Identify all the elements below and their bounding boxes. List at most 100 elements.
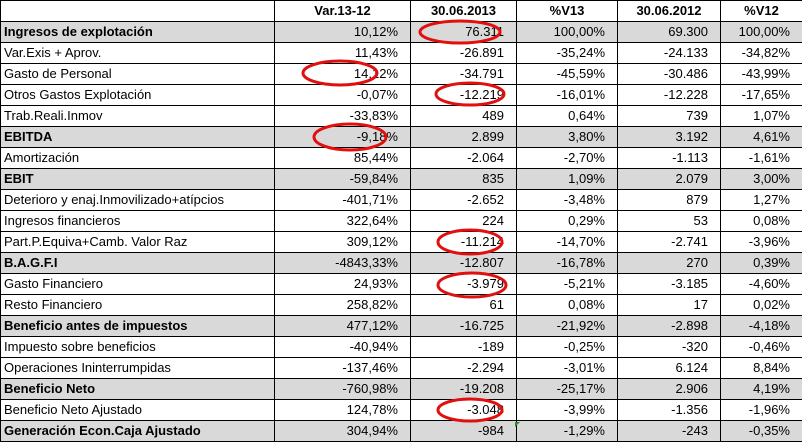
row-value: 3,80% [516, 126, 618, 148]
row-value: 270 [617, 252, 721, 274]
row-value: -401,71% [274, 189, 411, 211]
row-value: -243 [617, 420, 721, 442]
row-value: 8,84% [720, 357, 802, 379]
row-value: -3,01% [516, 357, 618, 379]
row-value: 69.300 [617, 21, 721, 43]
row-value: -2,70% [516, 147, 618, 169]
row-label: Beneficio antes de impuestos [0, 315, 275, 337]
row-label: Beneficio Neto Ajustado [0, 399, 275, 421]
row-value: 4,61% [720, 126, 802, 148]
row-value: 0,29% [516, 210, 618, 232]
row-value: 6.124 [617, 357, 721, 379]
row-value: -1,29% [516, 420, 618, 442]
row-label: EBITDA [0, 126, 275, 148]
row-value: 2.899 [410, 126, 517, 148]
row-value: -760,98% [274, 378, 411, 400]
row-value: -2.652 [410, 189, 517, 211]
row-value: 85,44% [274, 147, 411, 169]
table-row: Deterioro y enaj.Inmovilizado+atípcios -4… [0, 189, 802, 211]
row-value: -30.486 [617, 63, 721, 85]
row-value: -17,65% [720, 84, 802, 106]
table-row: Part.P.Equiva+Camb. Valor Raz 309,12% -11.… [0, 231, 802, 253]
row-label: Resto Financiero [0, 294, 275, 316]
row-label: Ingresos de explotación [0, 21, 275, 43]
row-value: -43,99% [720, 63, 802, 85]
row-value: 477,12% [274, 315, 411, 337]
row-value: -1,96% [720, 399, 802, 421]
row-value: -0,07% [274, 84, 411, 106]
row-value: 76.311 [410, 21, 517, 43]
row-value: -5,21% [516, 273, 618, 295]
row-value: -25,17% [516, 378, 618, 400]
row-value: 1,09% [516, 168, 618, 190]
row-value: -1,61% [720, 147, 802, 169]
header-30-06-2012: 30.06.2012 [617, 0, 721, 22]
table-row: EBIT -59,84% 835 1,09% 2.079 3,00% [0, 168, 802, 190]
row-value: -2.898 [617, 315, 721, 337]
row-value: 322,64% [274, 210, 411, 232]
row-label: Var.Exis + Aprov. [0, 42, 275, 64]
row-value: -40,94% [274, 336, 411, 358]
row-value: -59,84% [274, 168, 411, 190]
row-value: 304,94% [274, 420, 411, 442]
row-value: 61 [410, 294, 517, 316]
row-value: 0,39% [720, 252, 802, 274]
row-value: -137,46% [274, 357, 411, 379]
row-value: -35,24% [516, 42, 618, 64]
row-value: -33,83% [274, 105, 411, 127]
row-value: 2.079 [617, 168, 721, 190]
cell-comment-marker-icon [515, 422, 520, 427]
table-row: Beneficio Neto Ajustado 124,78% -3.048 -3,9… [0, 399, 802, 421]
table-row: Generación Econ.Caja Ajustado 304,94% -984… [0, 420, 802, 442]
row-value: -189 [410, 336, 517, 358]
row-value: 739 [617, 105, 721, 127]
header-pct-v12: %V12 [720, 0, 802, 22]
table-row: Amortización 85,44% -2.064 -2,70% -1.113 -1,6… [0, 147, 802, 169]
row-value: 53 [617, 210, 721, 232]
header-var-13-12: Var.13-12 [274, 0, 411, 22]
row-value: -2.064 [410, 147, 517, 169]
row-value: 3,00% [720, 168, 802, 190]
row-value: 835 [410, 168, 517, 190]
row-value: -3.979 [410, 273, 517, 295]
row-label: Gasto Financiero [0, 273, 275, 295]
row-label: Gasto de Personal [0, 63, 275, 85]
row-label: EBIT [0, 168, 275, 190]
row-value: -12.219 [410, 84, 517, 106]
row-value: 879 [617, 189, 721, 211]
row-value: -3.185 [617, 273, 721, 295]
row-value: -19.208 [410, 378, 517, 400]
row-value: -0,46% [720, 336, 802, 358]
table-row: Gasto de Personal 14,12% -34.791 -45,59% -30… [0, 63, 802, 85]
row-value: -3,99% [516, 399, 618, 421]
row-label: Ingresos financieros [0, 210, 275, 232]
row-label: Deterioro y enaj.Inmovilizado+atípcios [0, 189, 275, 211]
row-value: -320 [617, 336, 721, 358]
header-pct-v13: %V13 [516, 0, 618, 22]
row-value: -4,60% [720, 273, 802, 295]
row-value: -3,96% [720, 231, 802, 253]
row-value: -0,25% [516, 336, 618, 358]
table-row: Operaciones Ininterrumpidas -137,46% -2.29… [0, 357, 802, 379]
row-value: -3.048 [410, 399, 517, 421]
row-value: 10,12% [274, 21, 411, 43]
row-value: -34,82% [720, 42, 802, 64]
row-value: -16,78% [516, 252, 618, 274]
row-value: 309,12% [274, 231, 411, 253]
row-label: B.A.G.F.I [0, 252, 275, 274]
row-value: -0,35% [720, 420, 802, 442]
row-value: 3.192 [617, 126, 721, 148]
row-value: -16,01% [516, 84, 618, 106]
row-value: 489 [410, 105, 517, 127]
row-value: 4,19% [720, 378, 802, 400]
row-value: -1.113 [617, 147, 721, 169]
row-value: 14,12% [274, 63, 411, 85]
row-value: 1,27% [720, 189, 802, 211]
row-value: -2.294 [410, 357, 517, 379]
row-value: 2.906 [617, 378, 721, 400]
row-value: 0,08% [516, 294, 618, 316]
row-value: 1,07% [720, 105, 802, 127]
header-30-06-2013: 30.06.2013 [410, 0, 517, 22]
table-row: EBITDA -9,18% 2.899 3,80% 3.192 4,61% [0, 126, 802, 148]
